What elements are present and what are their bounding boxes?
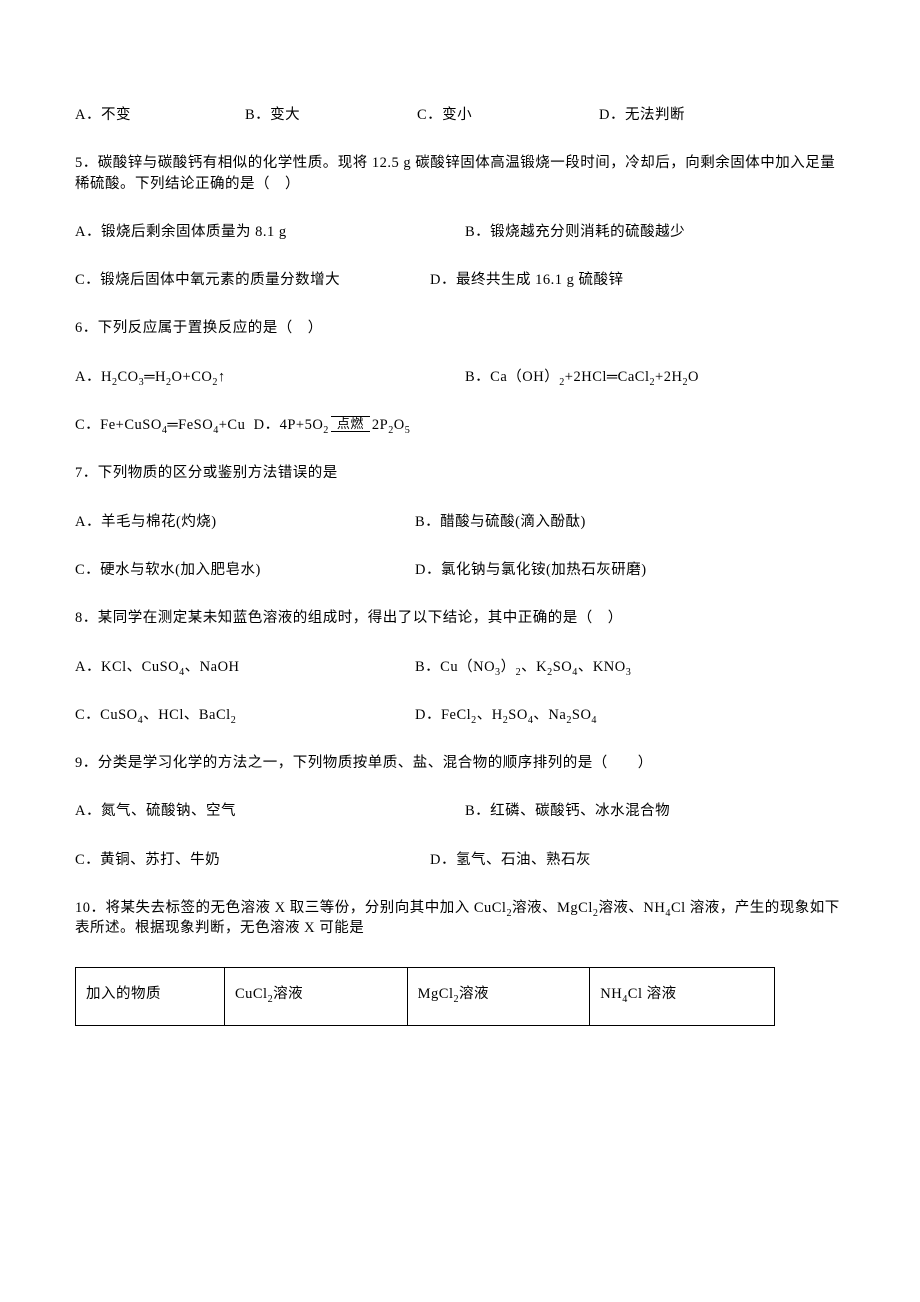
q7-opt-c: C．硬水与软水(加入肥皂水) <box>75 560 415 580</box>
q10-stem: 10．将某失去标签的无色溶液 X 取三等份，分别向其中加入 CuCl2溶液、Mg… <box>75 898 845 939</box>
q6-opt-c: C．Fe+CuSO4═FeSO4+Cu <box>75 417 245 433</box>
q7-stem: 7．下列物质的区分或鉴别方法错误的是 <box>75 463 845 483</box>
q5-opt-d: D．最终共生成 16.1 g 硫酸锌 <box>430 270 623 290</box>
q7-opt-d: D．氯化钠与氯化铵(加热石灰研磨) <box>415 560 647 580</box>
q9-opt-d: D．氢气、石油、熟石灰 <box>430 850 591 870</box>
q7-opt-b: B．醋酸与硫酸(滴入酚酞) <box>415 512 586 532</box>
table-header-1: CuCl2溶液 <box>224 967 407 1025</box>
q9-opt-b: B．红磷、碳酸钙、冰水混合物 <box>465 801 670 821</box>
q9-opt-c: C．黄铜、苏打、牛奶 <box>75 850 430 870</box>
q4-opt-d: D．无法判断 <box>599 105 685 125</box>
q4-opt-a: A．不变 <box>75 105 245 125</box>
q5-row1: A．锻烧后剩余固体质量为 8.1 g B．锻烧越充分则消耗的硫酸越少 <box>75 222 845 242</box>
q6-opt-a: A．H2CO3═H2O+CO2↑ <box>75 367 465 387</box>
q4-opt-b: B．变大 <box>245 105 417 125</box>
q5-stem: 5．碳酸锌与碳酸钙有相似的化学性质。现将 12.5 g 碳酸锌固体高温锻烧一段时… <box>75 153 845 194</box>
q4-options: A．不变 B．变大 C．变小 D．无法判断 <box>75 105 845 125</box>
table-row: 加入的物质 CuCl2溶液 MgCl2溶液 NH4Cl 溶液 <box>76 967 775 1025</box>
q4-opt-c: C．变小 <box>417 105 599 125</box>
q7-opt-a: A．羊毛与棉花(灼烧) <box>75 512 415 532</box>
q7-row1: A．羊毛与棉花(灼烧) B．醋酸与硫酸(滴入酚酞) <box>75 512 845 532</box>
q5-opt-b: B．锻烧越充分则消耗的硫酸越少 <box>465 222 685 242</box>
page-content: A．不变 B．变大 C．变小 D．无法判断 5．碳酸锌与碳酸钙有相似的化学性质。… <box>0 0 920 1066</box>
q10-table: 加入的物质 CuCl2溶液 MgCl2溶液 NH4Cl 溶液 <box>75 967 775 1026</box>
q8-opt-d: D．FeCl2、H2SO4、Na2SO4 <box>415 705 597 725</box>
q8-opt-c: C．CuSO4、HCl、BaCl2 <box>75 705 415 725</box>
q9-opt-a: A．氮气、硫酸钠、空气 <box>75 801 465 821</box>
q8-row1: A．KCl、CuSO4、NaOH B．Cu（NO3）2、K2SO4、KNO3 <box>75 657 845 677</box>
table-header-3: NH4Cl 溶液 <box>590 967 775 1025</box>
q5-row2: C．锻烧后固体中氧元素的质量分数增大 D．最终共生成 16.1 g 硫酸锌 <box>75 270 845 290</box>
table-header-2: MgCl2溶液 <box>407 967 590 1025</box>
q9-stem: 9．分类是学习化学的方法之一，下列物质按单质、盐、混合物的顺序排列的是（ ） <box>75 753 845 773</box>
q8-stem: 8．某同学在测定某未知蓝色溶液的组成时，得出了以下结论，其中正确的是（ ） <box>75 608 845 628</box>
q6-row2: C．Fe+CuSO4═FeSO4+Cu D．4P+5O2点燃2P2O5 <box>75 415 845 435</box>
q9-row2: C．黄铜、苏打、牛奶 D．氢气、石油、熟石灰 <box>75 850 845 870</box>
q6-row1: A．H2CO3═H2O+CO2↑ B．Ca（OH）2+2HCl═CaCl2+2H… <box>75 367 845 387</box>
q5-opt-c: C．锻烧后固体中氧元素的质量分数增大 <box>75 270 430 290</box>
q6-stem: 6．下列反应属于置换反应的是（ ） <box>75 318 845 338</box>
q7-row2: C．硬水与软水(加入肥皂水) D．氯化钠与氯化铵(加热石灰研磨) <box>75 560 845 580</box>
table-header-0: 加入的物质 <box>76 967 225 1025</box>
q9-row1: A．氮气、硫酸钠、空气 B．红磷、碳酸钙、冰水混合物 <box>75 801 845 821</box>
q8-opt-b: B．Cu（NO3）2、K2SO4、KNO3 <box>415 657 631 677</box>
q5-opt-a: A．锻烧后剩余固体质量为 8.1 g <box>75 222 465 242</box>
q6-opt-d: D．4P+5O2点燃2P2O5 <box>254 417 411 433</box>
q8-opt-a: A．KCl、CuSO4、NaOH <box>75 657 415 677</box>
q6-opt-b: B．Ca（OH）2+2HCl═CaCl2+2H2O <box>465 367 699 387</box>
q8-row2: C．CuSO4、HCl、BaCl2 D．FeCl2、H2SO4、Na2SO4 <box>75 705 845 725</box>
ignite-label: 点燃 <box>331 416 370 432</box>
